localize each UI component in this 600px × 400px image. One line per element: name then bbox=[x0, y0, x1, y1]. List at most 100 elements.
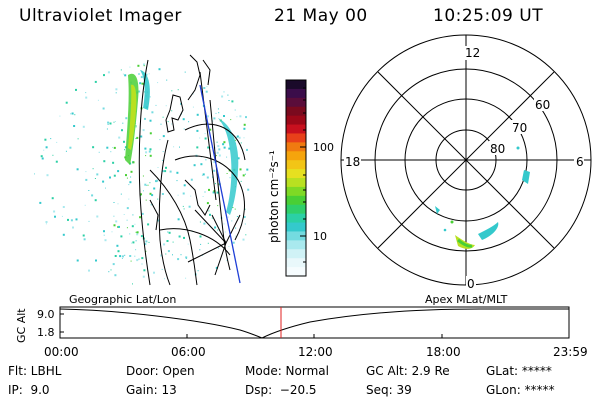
emission-pixel bbox=[117, 203, 119, 205]
emission-pixel bbox=[243, 123, 246, 126]
footer-filter: Flt: LBHL bbox=[8, 364, 62, 378]
emission-pixel bbox=[167, 250, 170, 253]
emission-pixel bbox=[109, 176, 111, 179]
emission-pixel bbox=[148, 241, 150, 243]
colorbar-band bbox=[286, 124, 306, 135]
emission-pixel bbox=[123, 140, 125, 143]
timeline-xtick-2359: 23:59 bbox=[553, 345, 588, 359]
emission-pixel bbox=[61, 215, 63, 217]
emission-pixel bbox=[157, 82, 159, 84]
colorbar-band bbox=[286, 231, 306, 241]
emission-pixel bbox=[161, 193, 164, 195]
emission-pixel bbox=[234, 139, 236, 141]
emission-pixel bbox=[120, 235, 123, 238]
emission-pixel bbox=[94, 80, 97, 83]
emission-pixel bbox=[130, 170, 133, 173]
emission-pixel bbox=[205, 90, 208, 93]
emission-pixel bbox=[244, 208, 246, 210]
emission-pixel bbox=[190, 178, 193, 181]
emission-pixel bbox=[190, 195, 192, 197]
emission-pixel bbox=[96, 173, 99, 176]
emission-pixel bbox=[223, 223, 225, 225]
footer-mode: Mode: Normal bbox=[245, 364, 329, 378]
emission-pixel bbox=[234, 109, 236, 111]
emission-pixel bbox=[226, 156, 228, 158]
emission-pixel bbox=[106, 128, 108, 130]
emission-pixel bbox=[82, 125, 85, 128]
colorbar: 100 10 photon cm⁻²s⁻¹ bbox=[267, 79, 334, 277]
emission-pixel bbox=[122, 122, 124, 124]
emission-pixel bbox=[244, 223, 246, 225]
emission-pixel bbox=[53, 210, 56, 213]
emission-pixel bbox=[141, 82, 144, 85]
emission-pixel bbox=[221, 95, 224, 98]
aurora-arc-right bbox=[218, 118, 239, 215]
emission-pixel bbox=[163, 243, 166, 246]
colorbar-band bbox=[286, 169, 306, 179]
emission-pixel bbox=[214, 226, 217, 229]
emission-pixel bbox=[125, 174, 127, 177]
emission-pixel bbox=[157, 167, 159, 168]
colorbar-band bbox=[286, 80, 306, 90]
emission-pixel bbox=[138, 90, 141, 93]
emission-pixel bbox=[240, 180, 242, 182]
emission-pixel bbox=[74, 114, 76, 116]
emission-pixel bbox=[232, 241, 235, 244]
emission-pixel bbox=[123, 214, 125, 215]
emission-pixel bbox=[122, 73, 124, 75]
emission-pixel bbox=[200, 163, 203, 166]
emission-pixel bbox=[103, 234, 105, 236]
emission-pixel bbox=[226, 173, 228, 174]
emission-pixel bbox=[213, 169, 216, 172]
emission-pixel bbox=[54, 215, 56, 218]
emission-pixel bbox=[62, 233, 65, 236]
emission-pixel bbox=[141, 212, 144, 215]
emission-pixel bbox=[108, 271, 110, 273]
emission-pixel bbox=[207, 242, 209, 244]
emission-pixel bbox=[113, 174, 116, 177]
emission-pixel bbox=[106, 146, 109, 149]
emission-pixel bbox=[242, 238, 245, 241]
emission-pixel bbox=[84, 204, 86, 206]
emission-pixel bbox=[207, 115, 209, 118]
emission-pixel bbox=[164, 278, 165, 280]
emission-pixel bbox=[157, 219, 160, 222]
emission-pixel bbox=[102, 180, 105, 183]
colorbar-band bbox=[286, 106, 306, 117]
emission-pixel bbox=[142, 275, 145, 278]
emission-pixel bbox=[148, 150, 151, 153]
emission-pixel bbox=[213, 117, 216, 120]
emission-pixel bbox=[142, 175, 144, 177]
emission-pixel bbox=[83, 238, 86, 241]
emission-pixel bbox=[203, 120, 205, 122]
emission-pixel bbox=[124, 149, 125, 151]
emission-pixel bbox=[124, 74, 127, 77]
emission-pixel bbox=[229, 177, 231, 179]
emission-pixel bbox=[110, 269, 112, 271]
emission-pixel bbox=[135, 138, 137, 139]
timeline-xtick-0000: 00:00 bbox=[44, 345, 79, 359]
emission-pixel bbox=[223, 146, 226, 149]
emission-pixel bbox=[212, 176, 213, 178]
colorbar-band bbox=[286, 258, 306, 268]
emission-pixel bbox=[201, 174, 203, 176]
emission-pixel bbox=[153, 187, 156, 190]
emission-pixel bbox=[103, 74, 105, 77]
emission-pixel bbox=[247, 188, 250, 191]
emission-pixel bbox=[205, 159, 207, 161]
emission-pixel bbox=[185, 277, 187, 279]
emission-pixel bbox=[65, 101, 68, 104]
emission-pixel bbox=[143, 190, 144, 192]
header-date: 21 May 00 bbox=[274, 6, 368, 26]
emission-pixel bbox=[235, 235, 237, 237]
emission-pixel bbox=[149, 154, 152, 157]
emission-pixel bbox=[129, 233, 131, 235]
emission-pixel bbox=[197, 270, 199, 272]
emission-pixel bbox=[91, 194, 94, 197]
emission-pixel bbox=[144, 117, 146, 120]
timeline-ytick-1-8: 1.8 bbox=[37, 326, 55, 339]
emission-pixel bbox=[161, 268, 163, 270]
emission-pixel bbox=[140, 76, 143, 79]
emission-pixel bbox=[144, 243, 147, 246]
emission-pixel bbox=[206, 202, 209, 205]
